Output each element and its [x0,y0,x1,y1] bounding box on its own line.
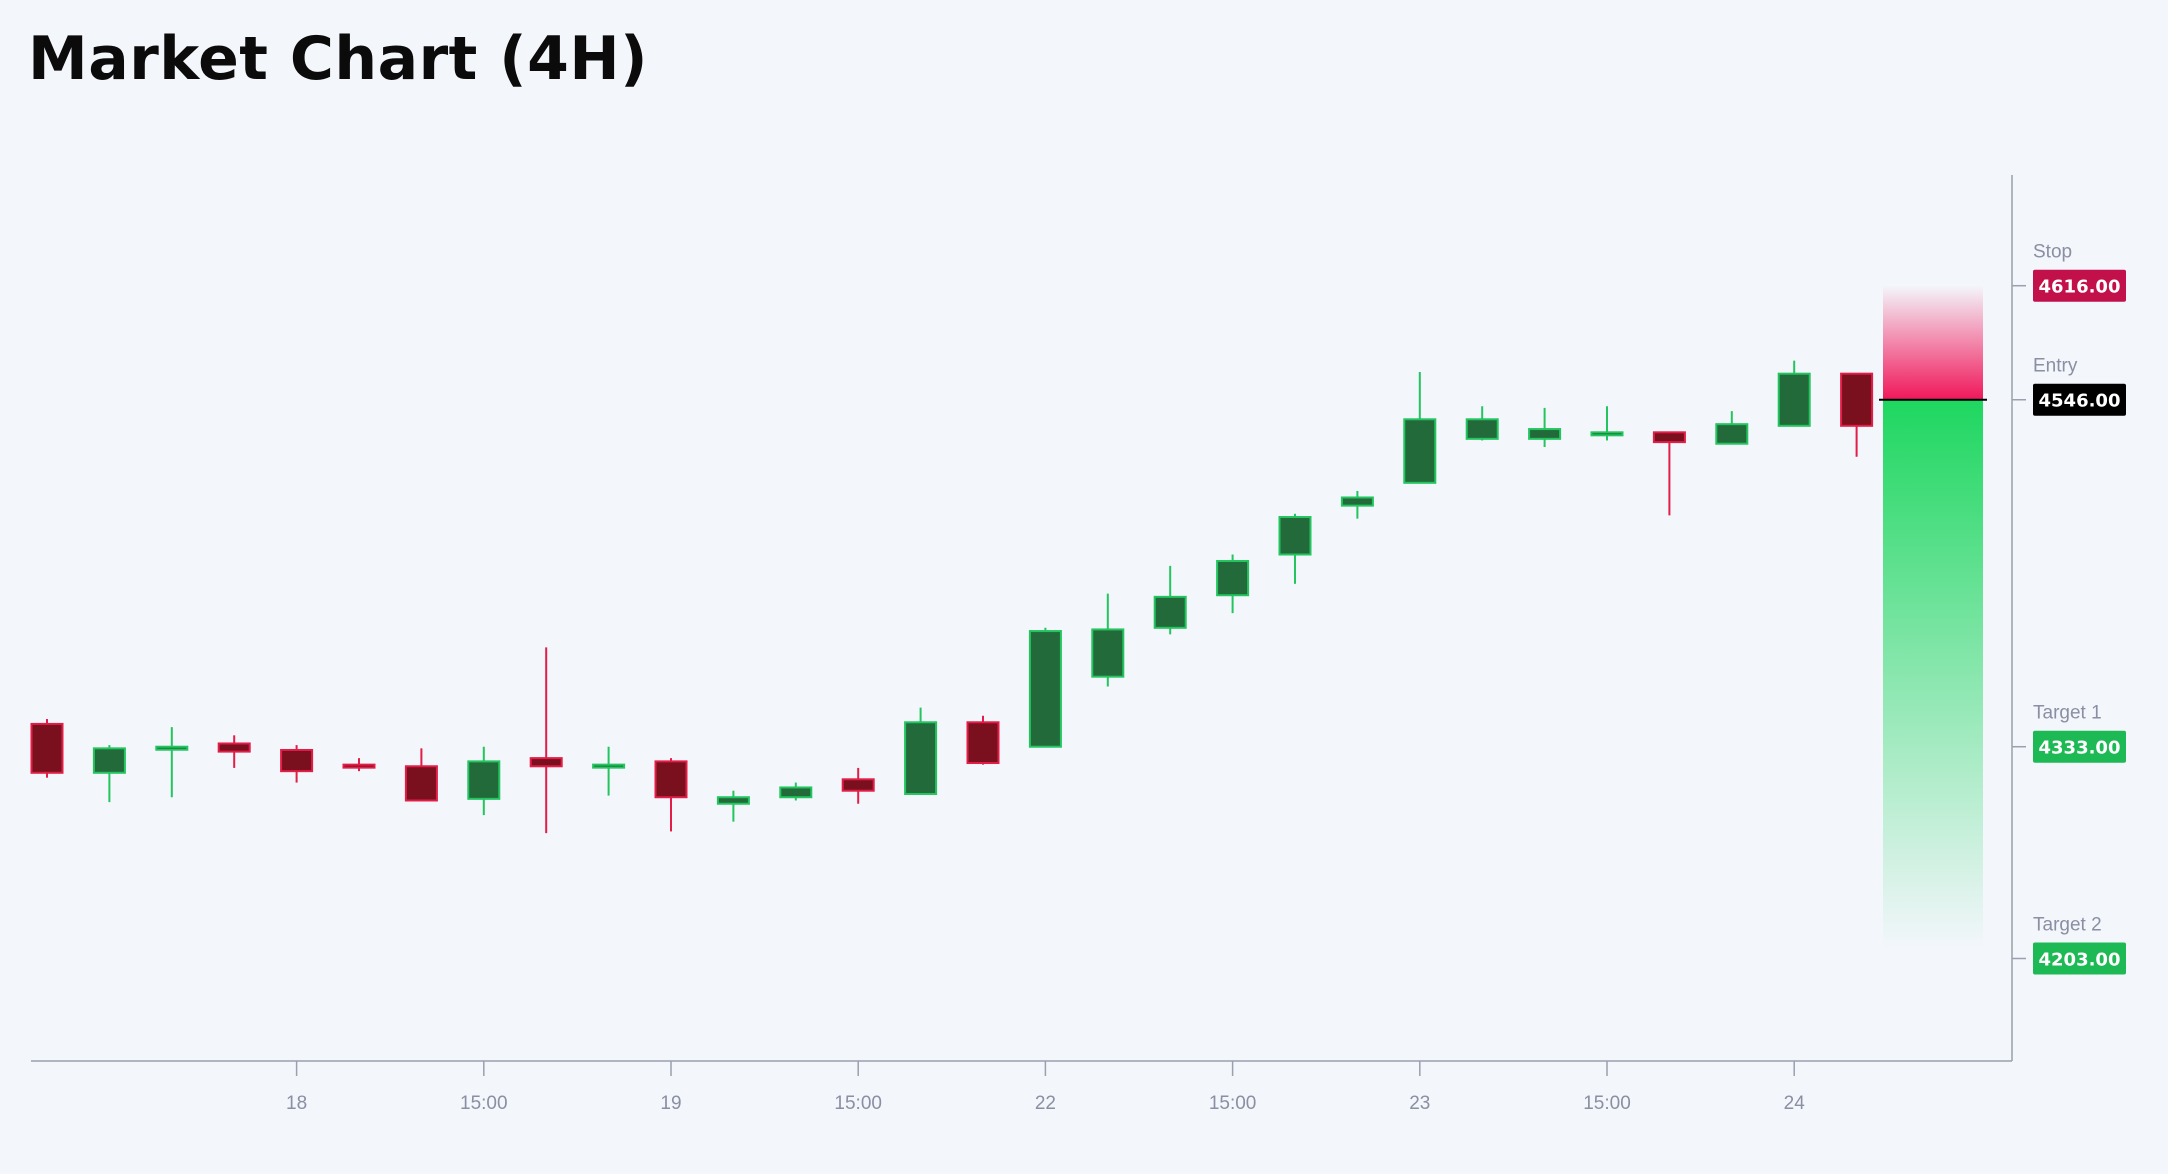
level-value: 4616.00 [2039,277,2121,298]
candle-body [1465,418,1499,440]
chart-title: Market Chart (4H) [28,24,649,94]
candle-body [904,721,938,795]
risk-reward-zones [1879,285,1987,949]
candle-body [1278,516,1312,556]
target-zone [1883,399,1983,949]
price-levels: Stop 4616.00 Entry 4546.00 Target 1 4333.00 Ta… [2012,242,2126,975]
level-value: 4333.00 [2039,738,2121,759]
candle-body [155,745,189,751]
candle-body [592,763,626,769]
candle-body [1590,431,1624,437]
candle-body [654,760,688,799]
level-badge [2033,383,2126,416]
candle-body [1528,428,1562,440]
x-tick-label: 15:00 [460,1093,508,1114]
candle-body [1216,560,1250,597]
level-name-stop: Stop [2033,242,2072,263]
level-name-target-2: Target 2 [2033,915,2102,936]
axes: 18 15:00 19 15:00 22 15:00 23 15:00 24 [31,175,2013,1114]
candle-body [779,786,813,799]
candle-body [92,747,126,774]
x-tick-label: 15:00 [834,1093,882,1114]
candles-layer [30,360,1874,834]
candle-body [1840,372,1874,427]
candle-body [529,757,563,768]
x-tick-label: 23 [1409,1093,1430,1114]
x-tick-label: 18 [286,1093,307,1114]
x-tick-label: 22 [1035,1093,1056,1114]
candle-body [841,778,875,792]
level-badge [2033,730,2126,763]
candle-body [716,796,750,805]
candle-body [1652,431,1686,444]
candle-body [30,722,64,774]
level-value: 4203.00 [2039,950,2121,971]
candle-body [342,763,376,769]
level-badge [2033,269,2126,302]
candle-body [217,742,251,753]
candle-body [467,760,501,800]
x-tick-label: 15:00 [1209,1093,1257,1114]
stop-zone [1883,285,1983,400]
candle-body [1028,630,1062,748]
x-tick-label: 24 [1784,1093,1806,1114]
candle-body [1153,595,1187,629]
x-tick-label: 15:00 [1583,1093,1631,1114]
candle-body [1777,372,1811,427]
level-name-target-1: Target 1 [2033,703,2102,724]
candle-body [1715,423,1749,445]
candle-body [280,748,314,773]
candle-body [1340,496,1374,507]
level-badge [2033,942,2126,975]
candle-body [966,721,1000,765]
level-value: 4546.00 [2039,391,2121,412]
x-tick-label: 19 [660,1093,681,1114]
level-name-entry: Entry [2033,356,2078,377]
candle-body [1403,418,1437,484]
candle-body [404,765,438,802]
candle-body [1091,628,1125,678]
